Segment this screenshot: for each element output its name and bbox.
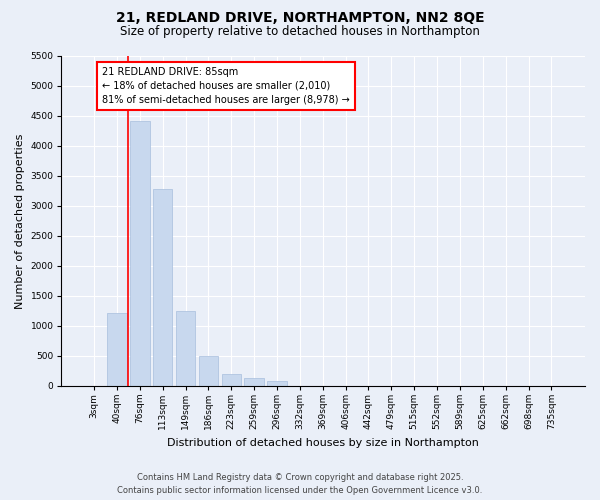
Text: 21, REDLAND DRIVE, NORTHAMPTON, NN2 8QE: 21, REDLAND DRIVE, NORTHAMPTON, NN2 8QE (116, 11, 484, 25)
Bar (153, 189, 172, 386)
Bar (130, 121, 149, 386)
X-axis label: Distribution of detached houses by size in Northampton: Distribution of detached houses by size … (167, 438, 479, 448)
Bar (244, 378, 264, 386)
Text: 21 REDLAND DRIVE: 85sqm
← 18% of detached houses are smaller (2,010)
81% of semi: 21 REDLAND DRIVE: 85sqm ← 18% of detache… (102, 67, 350, 105)
Bar (176, 312, 195, 386)
Bar (199, 356, 218, 386)
Bar (267, 381, 287, 386)
Y-axis label: Number of detached properties: Number of detached properties (15, 133, 25, 308)
Text: Size of property relative to detached houses in Northampton: Size of property relative to detached ho… (120, 25, 480, 38)
Bar (107, 312, 127, 386)
Text: Contains HM Land Registry data © Crown copyright and database right 2025.
Contai: Contains HM Land Registry data © Crown c… (118, 473, 482, 495)
Bar (221, 374, 241, 386)
